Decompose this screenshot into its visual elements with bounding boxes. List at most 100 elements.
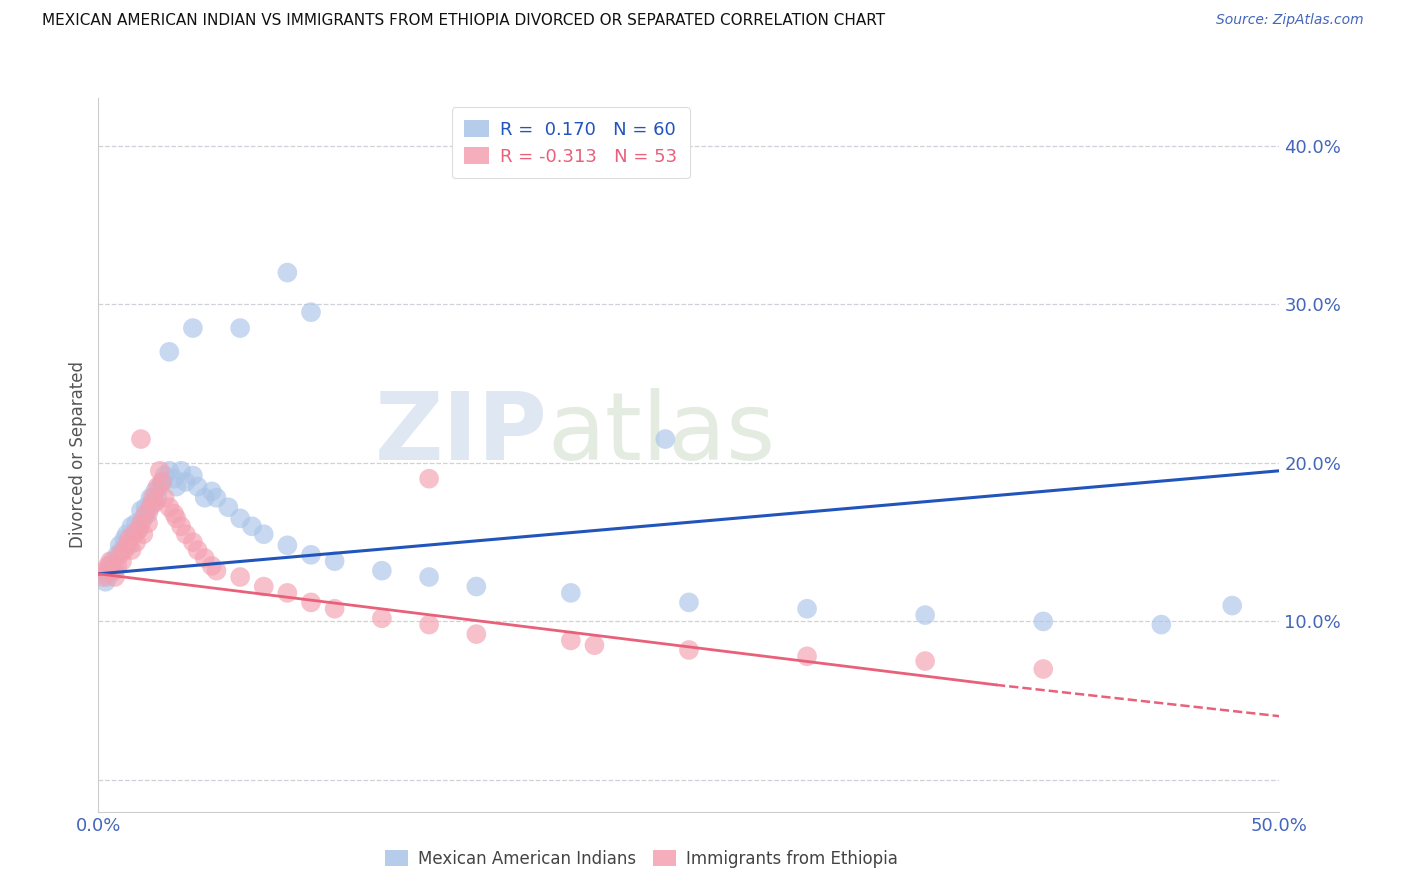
Point xyxy=(150,475,173,489)
Point xyxy=(149,480,172,494)
Point xyxy=(371,564,394,578)
Point xyxy=(240,519,263,533)
Text: ZIP: ZIP xyxy=(374,387,547,480)
Point xyxy=(229,511,252,525)
Legend: Mexican American Indians, Immigrants from Ethiopia: Mexican American Indians, Immigrants fro… xyxy=(378,844,905,875)
Point xyxy=(143,484,166,499)
Point xyxy=(129,503,152,517)
Point xyxy=(97,558,120,573)
Point xyxy=(181,468,204,483)
Point xyxy=(583,638,606,652)
Point xyxy=(299,548,322,562)
Point xyxy=(796,601,818,615)
Point xyxy=(122,527,145,541)
Point xyxy=(91,566,114,581)
Point xyxy=(104,570,127,584)
Point xyxy=(914,608,936,623)
Point xyxy=(187,543,209,558)
Point xyxy=(105,558,128,573)
Point xyxy=(299,595,322,609)
Point xyxy=(157,344,180,359)
Point xyxy=(146,480,169,494)
Point xyxy=(142,491,165,505)
Point xyxy=(125,516,148,530)
Point xyxy=(105,548,128,562)
Point xyxy=(94,574,117,589)
Point xyxy=(174,527,197,541)
Point xyxy=(157,500,180,515)
Point xyxy=(465,580,488,594)
Point xyxy=(201,484,224,499)
Point xyxy=(201,558,224,573)
Point xyxy=(125,535,148,549)
Point xyxy=(205,491,228,505)
Point xyxy=(135,507,157,521)
Point xyxy=(153,491,176,505)
Point xyxy=(111,554,134,568)
Point xyxy=(115,538,138,552)
Point xyxy=(174,475,197,489)
Point xyxy=(678,643,700,657)
Point xyxy=(229,321,252,335)
Point xyxy=(157,464,180,478)
Point xyxy=(165,511,187,525)
Point xyxy=(194,551,217,566)
Y-axis label: Divorced or Separated: Divorced or Separated xyxy=(69,361,87,549)
Point xyxy=(136,507,159,521)
Point xyxy=(122,527,145,541)
Point xyxy=(121,543,143,558)
Point xyxy=(142,495,165,509)
Point xyxy=(1032,615,1054,629)
Point xyxy=(276,266,298,280)
Point xyxy=(165,480,187,494)
Point xyxy=(104,564,127,578)
Point xyxy=(276,538,298,552)
Point xyxy=(132,511,155,525)
Point xyxy=(101,554,124,568)
Point xyxy=(112,543,135,558)
Point xyxy=(796,649,818,664)
Point xyxy=(560,633,582,648)
Point xyxy=(163,507,186,521)
Point xyxy=(418,570,440,584)
Point xyxy=(194,491,217,505)
Point xyxy=(1032,662,1054,676)
Point xyxy=(118,538,141,552)
Point xyxy=(181,535,204,549)
Point xyxy=(108,538,131,552)
Point xyxy=(153,468,176,483)
Point xyxy=(101,564,124,578)
Point xyxy=(121,519,143,533)
Point xyxy=(323,554,346,568)
Point xyxy=(135,500,157,515)
Text: MEXICAN AMERICAN INDIAN VS IMMIGRANTS FROM ETHIOPIA DIVORCED OR SEPARATED CORREL: MEXICAN AMERICAN INDIAN VS IMMIGRANTS FR… xyxy=(42,13,886,29)
Point xyxy=(143,495,166,509)
Point xyxy=(111,543,134,558)
Point xyxy=(149,464,172,478)
Point xyxy=(418,472,440,486)
Point xyxy=(253,527,276,541)
Point xyxy=(146,491,169,505)
Point xyxy=(465,627,488,641)
Point xyxy=(418,617,440,632)
Point xyxy=(678,595,700,609)
Point xyxy=(128,523,150,537)
Point xyxy=(98,554,121,568)
Point xyxy=(98,558,121,573)
Point xyxy=(118,532,141,546)
Point xyxy=(139,500,162,515)
Point xyxy=(115,527,138,541)
Point xyxy=(170,519,193,533)
Point xyxy=(112,532,135,546)
Point xyxy=(1220,599,1243,613)
Text: atlas: atlas xyxy=(547,387,776,480)
Point xyxy=(560,586,582,600)
Point xyxy=(150,475,173,489)
Point xyxy=(371,611,394,625)
Point xyxy=(139,491,162,505)
Point xyxy=(132,527,155,541)
Point xyxy=(128,523,150,537)
Point xyxy=(97,570,120,584)
Point xyxy=(91,570,114,584)
Point xyxy=(253,580,276,594)
